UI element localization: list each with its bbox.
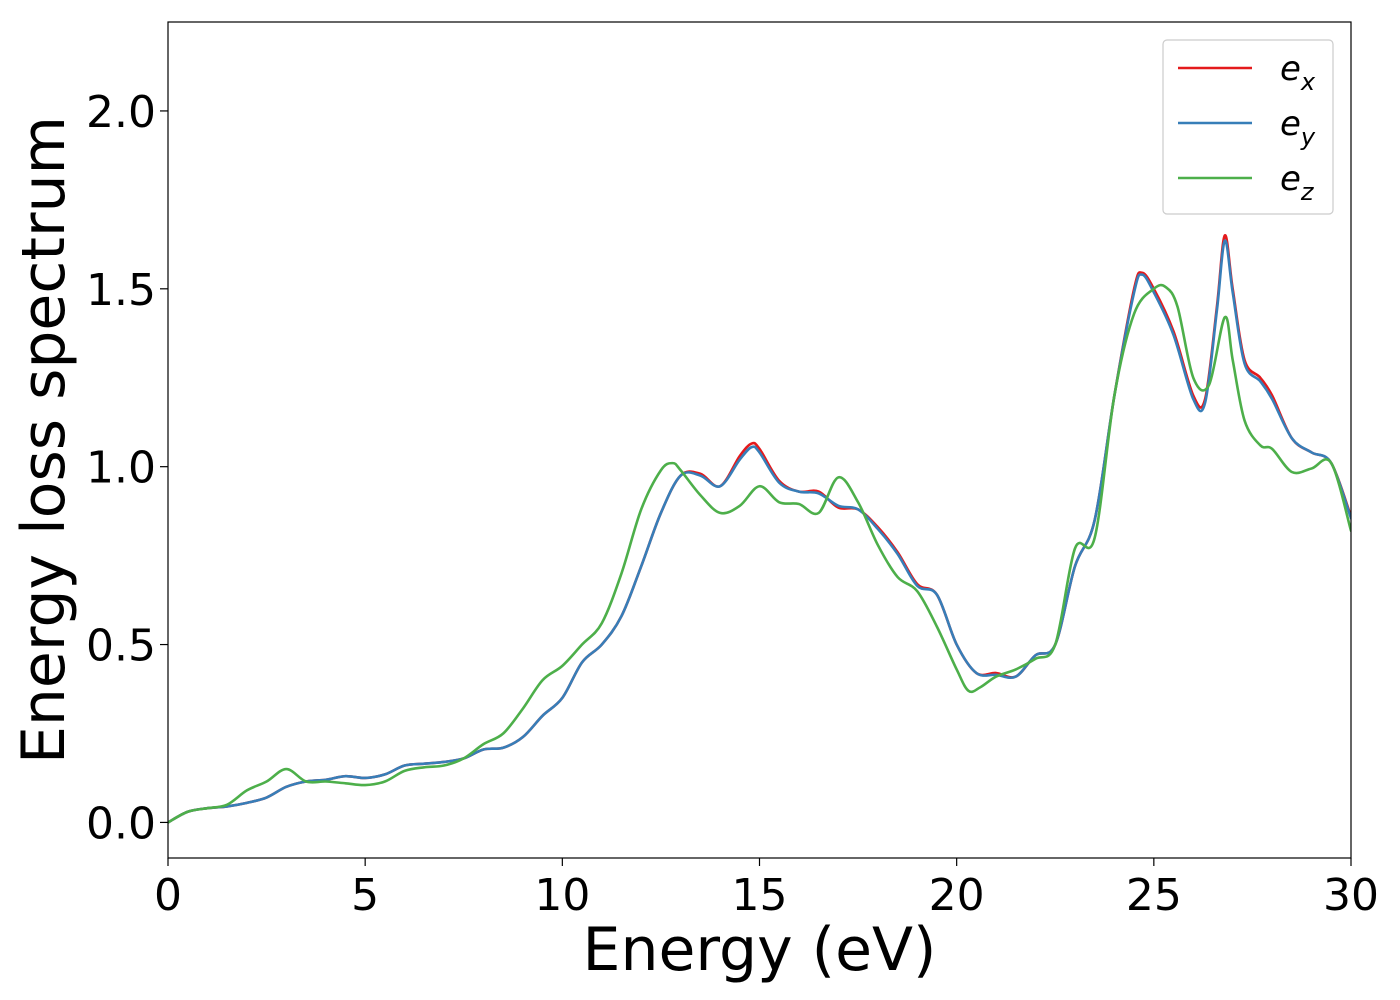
x-tick-label: 30 bbox=[1323, 870, 1379, 921]
legend-label-base: e bbox=[1280, 159, 1301, 199]
legend-label-subscript: y bbox=[1300, 123, 1316, 151]
x-tick-label: 0 bbox=[154, 870, 182, 921]
legend-label-base: e bbox=[1280, 49, 1301, 89]
y-tick-label: 1.5 bbox=[86, 265, 156, 316]
legend-label-base: e bbox=[1280, 104, 1301, 144]
y-tick-label: 0.0 bbox=[86, 798, 156, 849]
legend-label-subscript: z bbox=[1300, 178, 1315, 206]
x-axis: 0 5 10 15 20 25 30 bbox=[154, 858, 1379, 921]
y-tick-label: 2.0 bbox=[86, 87, 156, 138]
series-layer bbox=[168, 234, 1351, 824]
legend-label-y: ey bbox=[1280, 104, 1316, 151]
legend-label-x: ex bbox=[1280, 49, 1316, 96]
y-axis-title: Energy loss spectrum bbox=[9, 116, 79, 764]
y-tick-label: 0.5 bbox=[86, 621, 156, 672]
legend-label-z: ez bbox=[1280, 159, 1315, 206]
x-tick-label: 10 bbox=[534, 870, 590, 921]
y-tick-label: 1.0 bbox=[86, 443, 156, 494]
x-tick-label: 5 bbox=[351, 870, 379, 921]
legend-label-subscript: x bbox=[1300, 68, 1316, 96]
series-line-z bbox=[168, 283, 1351, 824]
series-line-y bbox=[168, 239, 1351, 824]
y-axis: 0.0 0.5 1.0 1.5 2.0 bbox=[86, 87, 168, 849]
x-tick-label: 25 bbox=[1126, 870, 1182, 921]
x-axis-title: Energy (eV) bbox=[583, 915, 937, 985]
x-tick-label: 15 bbox=[732, 870, 788, 921]
x-tick-label: 20 bbox=[929, 870, 985, 921]
legend-box bbox=[1162, 39, 1334, 215]
